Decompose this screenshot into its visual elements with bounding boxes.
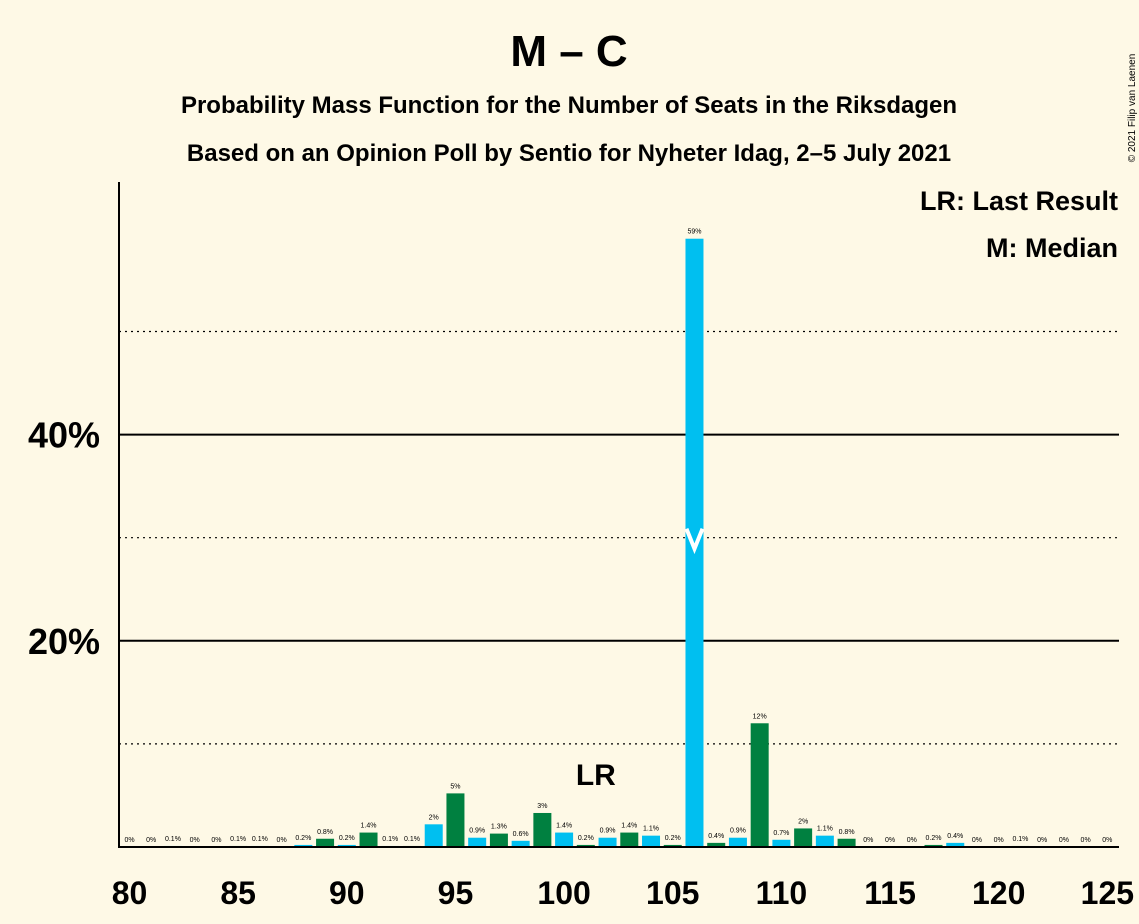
- bar-seat-118: [946, 842, 965, 847]
- bar-seat-91: [359, 832, 378, 847]
- bar-label-seat-113: 0.8%: [839, 829, 855, 836]
- gridlines: [119, 330, 1119, 745]
- bar-label-seat-99: 3%: [537, 803, 547, 810]
- bar-seat-100: [555, 832, 574, 847]
- x-tick-label-120: 120: [972, 875, 1025, 911]
- legend-median: M: Median: [986, 233, 1118, 263]
- bar-seat-112: [815, 835, 834, 847]
- bar-seat-99: [533, 812, 552, 847]
- copyright-text: © 2021 Filip van Laenen: [1127, 54, 1138, 163]
- bar-seat-94: [424, 824, 443, 847]
- chart-subtitle-line-2: Based on an Opinion Poll by Sentio for N…: [187, 140, 951, 167]
- axes: [118, 182, 1119, 848]
- bar-label-seat-103: 1.4%: [621, 823, 637, 830]
- bar-seat-98: [511, 840, 530, 847]
- bar-seat-108: [728, 837, 747, 847]
- bar-seat-102: [598, 837, 617, 847]
- x-tick-label-125: 125: [1081, 875, 1134, 911]
- bar-label-seat-91: 1.4%: [361, 823, 377, 830]
- bar-label-seat-80: 0%: [124, 837, 134, 844]
- bar-label-seat-98: 0.6%: [513, 831, 529, 838]
- bar-label-seat-100: 1.4%: [556, 823, 572, 830]
- bar-label-seat-110: 0.7%: [773, 830, 789, 837]
- x-tick-label-90: 90: [329, 875, 365, 911]
- bar-label-seat-118: 0.4%: [947, 833, 963, 840]
- bar-seat-97: [489, 833, 508, 847]
- bar-label-seat-104: 1.1%: [643, 826, 659, 833]
- bar-label-seat-117: 0.2%: [926, 835, 942, 842]
- bar-label-seat-123: 0%: [1059, 837, 1069, 844]
- bar-seat-109: [750, 723, 769, 847]
- bar-seat-117: [924, 844, 943, 847]
- bar-label-seat-106: 59%: [687, 229, 701, 236]
- bar-label-seat-84: 0%: [211, 837, 221, 844]
- bar-label-seat-95: 5%: [450, 783, 460, 790]
- bar-label-seat-121: 0.1%: [1012, 836, 1028, 843]
- x-tick-label-95: 95: [438, 875, 474, 911]
- bar-seat-101: [576, 844, 595, 847]
- bar-label-seat-102: 0.9%: [600, 828, 616, 835]
- bar-value-labels: 0% 0% 0.1% 0% 0% 0.1% 0.1% 0% 0.2% 0.8% 0.2% 1.4% 0.…: [124, 229, 1112, 844]
- bar-label-seat-87: 0%: [277, 837, 287, 844]
- bar-label-seat-114: 0%: [863, 837, 873, 844]
- bar-label-seat-125: 0%: [1102, 837, 1112, 844]
- bar-series: [163, 238, 1030, 847]
- bar-label-seat-96: 0.9%: [469, 828, 485, 835]
- y-tick-label-20: 20%: [28, 621, 100, 662]
- bar-label-seat-89: 0.8%: [317, 829, 333, 836]
- bar-label-seat-81: 0%: [146, 837, 156, 844]
- bar-seat-89: [316, 838, 335, 847]
- legend-last-result: LR: Last Result: [920, 186, 1118, 216]
- bar-seat-103: [620, 832, 639, 847]
- bar-label-seat-115: 0%: [885, 837, 895, 844]
- bar-seat-96: [468, 837, 487, 847]
- bar-label-seat-108: 0.9%: [730, 828, 746, 835]
- axis-ticks: 80 85 90 95 100 105 110 115 120 125 20% 40%: [28, 415, 1134, 911]
- bar-label-seat-111: 2%: [798, 818, 808, 825]
- x-tick-label-105: 105: [646, 875, 699, 911]
- bar-seat-90: [337, 844, 356, 847]
- chart-markers: LR: [576, 527, 705, 792]
- bar-seat-111: [794, 828, 813, 847]
- chart-title: M – C: [510, 27, 627, 76]
- x-tick-label-85: 85: [220, 875, 256, 911]
- x-tick-label-80: 80: [112, 875, 148, 911]
- bar-label-seat-86: 0.1%: [252, 836, 268, 843]
- bar-label-seat-88: 0.2%: [295, 835, 311, 842]
- bar-label-seat-93: 0.1%: [404, 836, 420, 843]
- bar-label-seat-101: 0.2%: [578, 835, 594, 842]
- bar-seat-110: [772, 839, 791, 847]
- bar-seat-104: [642, 835, 661, 847]
- x-tick-label-110: 110: [756, 875, 808, 911]
- bar-label-seat-90: 0.2%: [339, 835, 355, 842]
- bar-label-seat-124: 0%: [1081, 837, 1091, 844]
- bar-seat-113: [837, 838, 856, 847]
- bar-label-seat-109: 12%: [753, 713, 767, 720]
- last-result-marker: LR: [576, 759, 616, 792]
- bar-seat-107: [707, 842, 726, 847]
- bar-label-seat-82: 0.1%: [165, 836, 181, 843]
- bar-label-seat-120: 0%: [994, 837, 1004, 844]
- x-tick-label-115: 115: [864, 875, 916, 911]
- bar-seat-106: [685, 238, 704, 847]
- bar-seat-105: [663, 844, 682, 847]
- bar-label-seat-97: 1.3%: [491, 824, 507, 831]
- bar-label-seat-94: 2%: [429, 814, 439, 821]
- bar-label-seat-92: 0.1%: [382, 836, 398, 843]
- y-tick-label-40: 40%: [28, 415, 100, 456]
- bar-label-seat-116: 0%: [907, 837, 917, 844]
- bar-label-seat-83: 0%: [190, 837, 200, 844]
- chart-subtitle-line-1: Probability Mass Function for the Number…: [181, 92, 957, 119]
- bar-label-seat-105: 0.2%: [665, 835, 681, 842]
- bar-label-seat-112: 1.1%: [817, 826, 833, 833]
- bar-seat-95: [446, 793, 465, 847]
- median-marker: [684, 527, 705, 555]
- bar-label-seat-122: 0%: [1037, 837, 1047, 844]
- bar-label-seat-119: 0%: [972, 837, 982, 844]
- bar-seat-88: [294, 844, 313, 847]
- bar-label-seat-85: 0.1%: [230, 836, 246, 843]
- x-tick-label-100: 100: [537, 875, 590, 911]
- bar-label-seat-107: 0.4%: [708, 833, 724, 840]
